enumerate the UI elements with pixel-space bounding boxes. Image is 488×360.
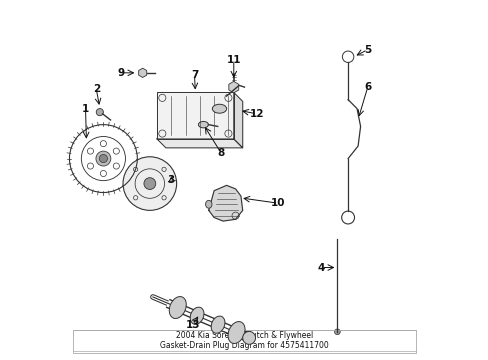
Ellipse shape (190, 307, 203, 324)
Text: 8: 8 (217, 148, 224, 158)
Circle shape (96, 109, 103, 116)
Text: 2004 Kia Sorento Clutch & Flywheel
Gasket-Drain Plug Diagram for 4575411700: 2004 Kia Sorento Clutch & Flywheel Gaske… (160, 331, 328, 350)
Text: 3: 3 (167, 175, 175, 185)
Text: 10: 10 (271, 198, 285, 208)
Text: 12: 12 (249, 109, 264, 119)
Text: 2: 2 (92, 84, 100, 94)
Polygon shape (157, 93, 233, 139)
Ellipse shape (211, 316, 224, 333)
Circle shape (96, 151, 111, 166)
Text: 13: 13 (185, 320, 200, 330)
Ellipse shape (205, 201, 212, 208)
Text: 4: 4 (317, 262, 325, 273)
Polygon shape (208, 185, 242, 221)
Circle shape (99, 154, 107, 163)
Ellipse shape (227, 321, 244, 343)
Ellipse shape (242, 332, 255, 344)
Polygon shape (157, 139, 242, 148)
Circle shape (123, 157, 176, 210)
Text: 1: 1 (82, 104, 89, 113)
Circle shape (143, 178, 155, 189)
Text: 6: 6 (364, 82, 370, 92)
Text: 9: 9 (118, 68, 124, 78)
Circle shape (228, 105, 239, 116)
Ellipse shape (198, 121, 208, 128)
Polygon shape (233, 93, 242, 148)
Ellipse shape (212, 104, 226, 113)
Text: 5: 5 (364, 45, 370, 55)
Circle shape (334, 329, 340, 335)
Ellipse shape (169, 297, 186, 319)
Text: 7: 7 (190, 69, 198, 80)
Text: 11: 11 (226, 55, 241, 65)
Circle shape (231, 108, 236, 113)
